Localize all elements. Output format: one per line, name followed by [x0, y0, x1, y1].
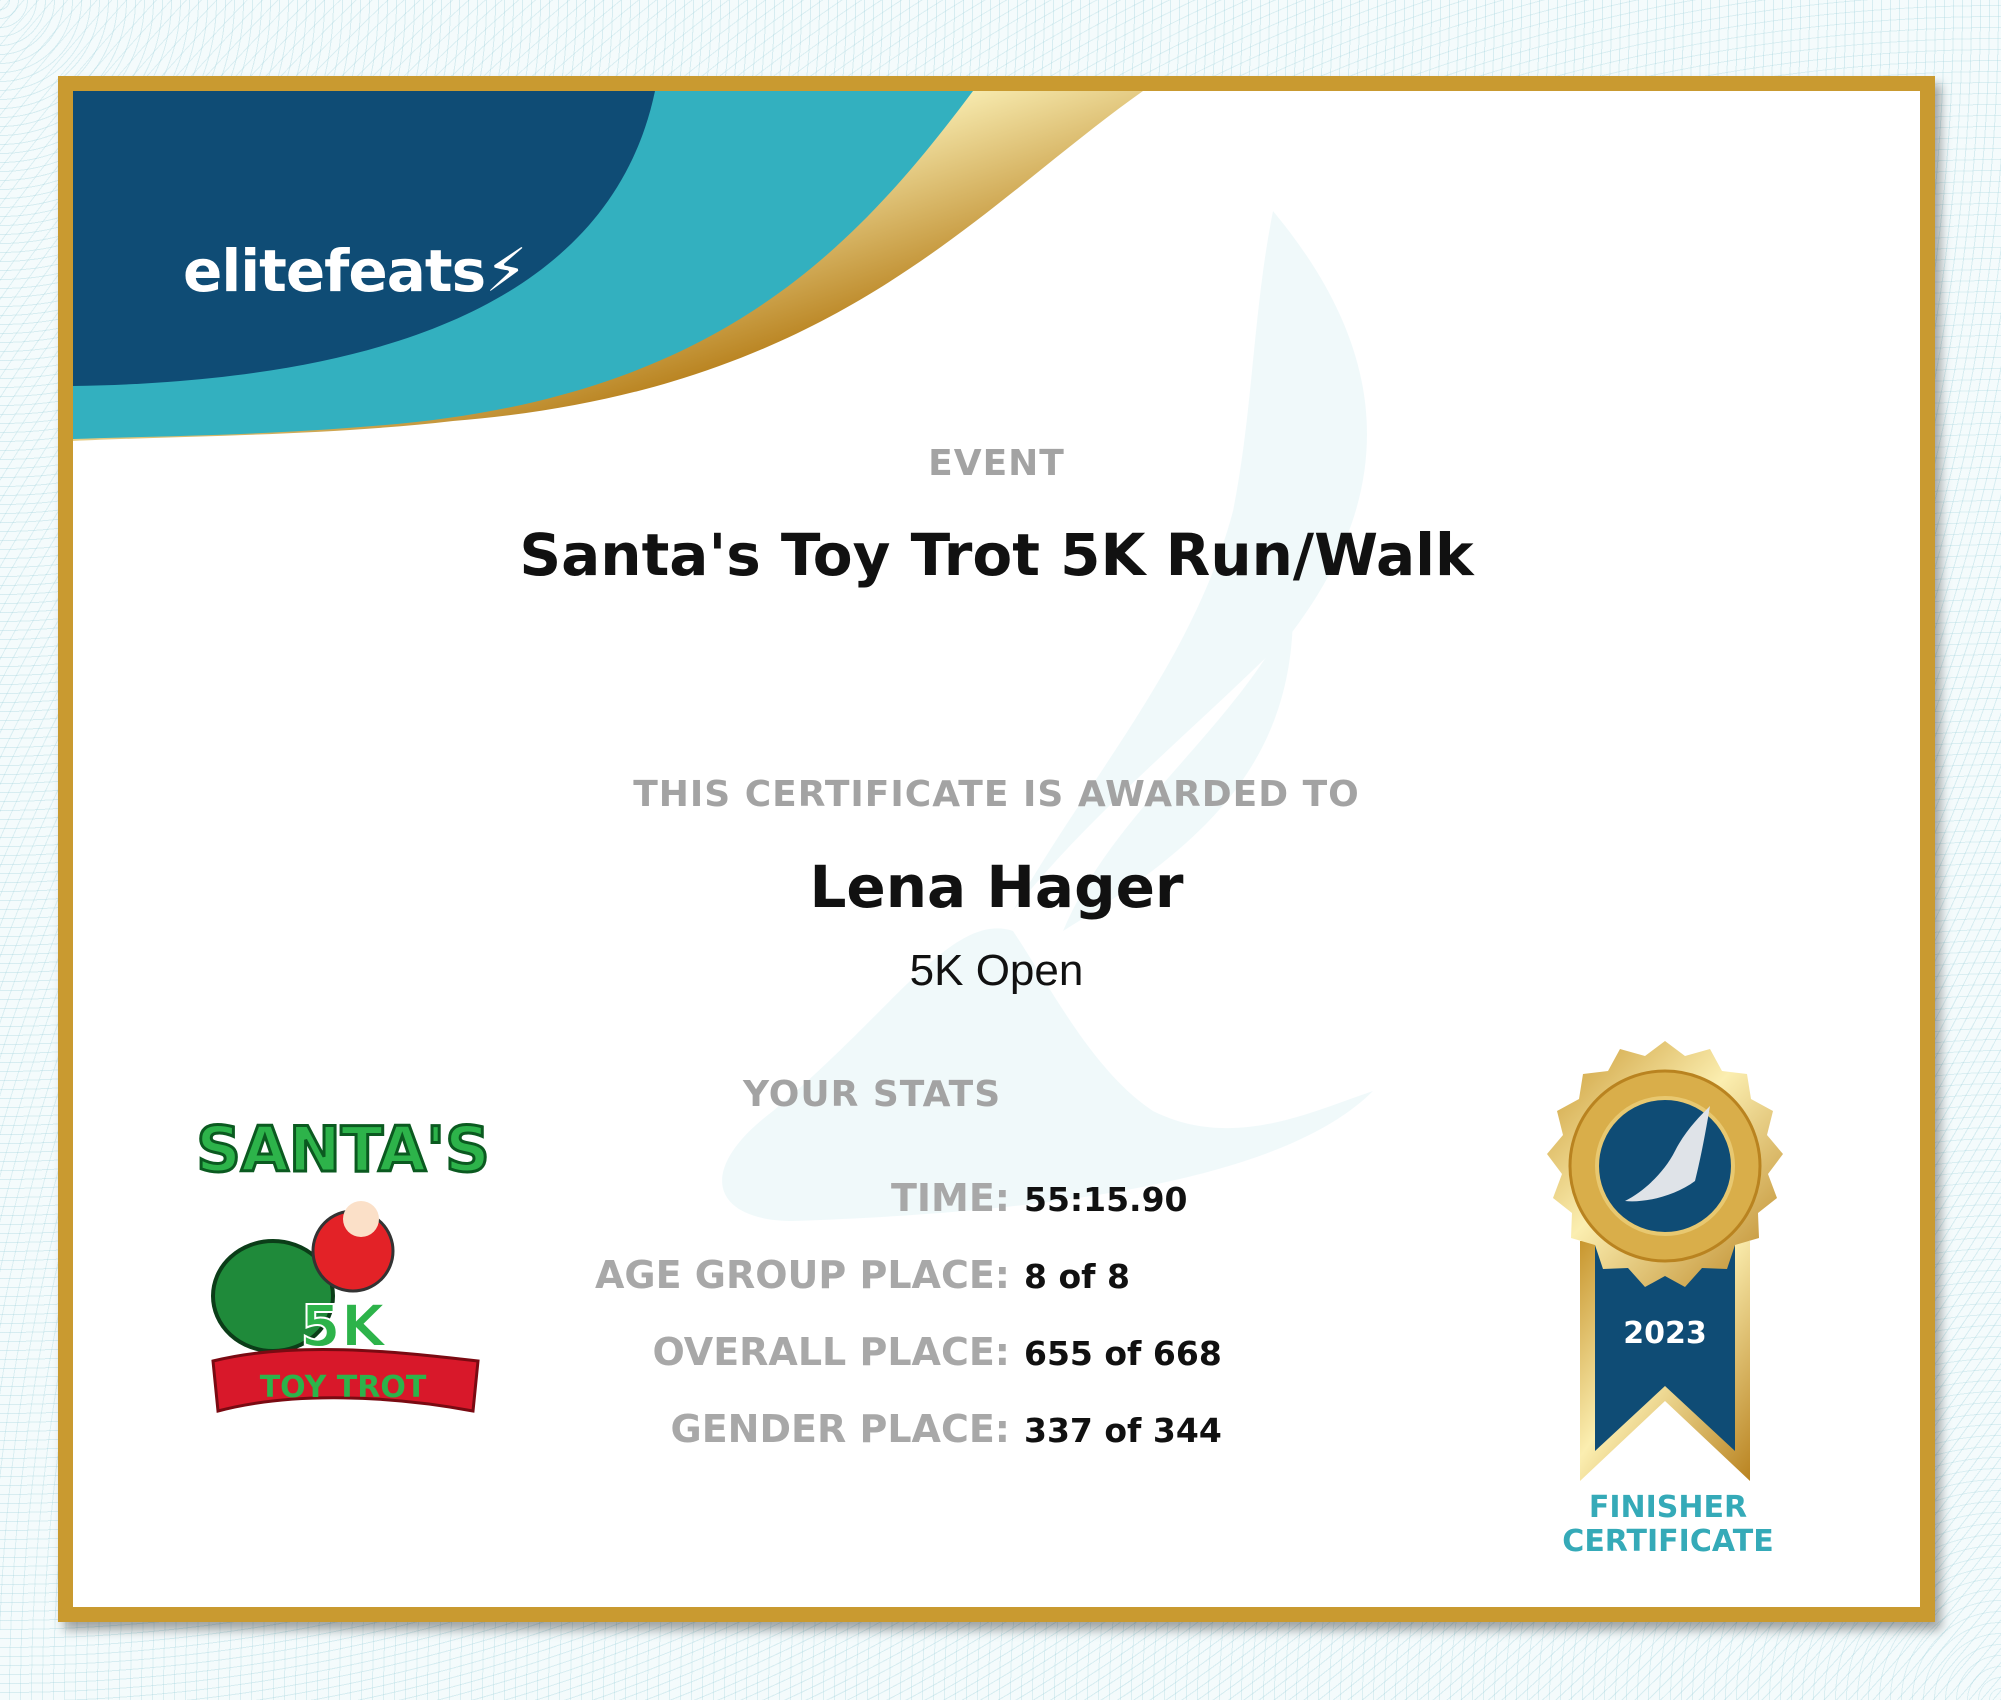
stats-label: YOUR STATS — [743, 1074, 1002, 1115]
stat-age-group-place: AGE GROUP PLACE: 8 of 8 — [73, 1253, 1130, 1297]
stat-label: GENDER PLACE: — [670, 1407, 1010, 1451]
finisher-certificate-label: FINISHER CERTIFICATE — [1453, 1491, 1883, 1559]
finisher-medal: 2023 — [1547, 1041, 1783, 1481]
svg-text:TOY TROT: TOY TROT — [260, 1370, 427, 1405]
participant-name: Lena Hager — [809, 853, 1184, 921]
stat-label: AGE GROUP PLACE: — [595, 1253, 1010, 1297]
stat-value: 8 of 8 — [1024, 1257, 1130, 1296]
certificate: elitefeats⚡ EVENT Santa's Toy Trot 5K Ru… — [58, 76, 1935, 1622]
header-swoosh — [73, 91, 1143, 441]
stat-label: OVERALL PLACE: — [652, 1330, 1011, 1374]
certificate-text: CERTIFICATE — [1562, 1524, 1774, 1559]
stat-value: 655 of 668 — [1024, 1334, 1222, 1373]
stat-overall-place: OVERALL PLACE: 655 of 668 — [73, 1330, 1222, 1374]
elitefeats-logo: elitefeats⚡ — [183, 236, 527, 306]
winged-foot-icon: ⚡ — [485, 236, 527, 306]
event-name: Santa's Toy Trot 5K Run/Walk — [519, 521, 1474, 589]
event-label: EVENT — [928, 443, 1065, 484]
finisher-text: FINISHER — [1588, 1490, 1748, 1525]
stat-value: 55:15.90 — [1024, 1180, 1188, 1219]
awarded-to-label: THIS CERTIFICATE IS AWARDED TO — [633, 774, 1360, 815]
stat-value: 337 of 344 — [1024, 1411, 1222, 1450]
winged-foot-icon — [1625, 1106, 1710, 1202]
santas-toy-trot-logo: SANTA'S 5K TOY TROT — [195, 1112, 491, 1413]
svg-text:SANTA'S: SANTA'S — [196, 1113, 490, 1186]
stat-label: TIME: — [890, 1176, 1010, 1220]
medal-year: 2023 — [1623, 1316, 1707, 1351]
stat-gender-place: GENDER PLACE: 337 of 344 — [73, 1407, 1222, 1451]
division: 5K Open — [909, 946, 1084, 995]
stat-time: TIME: 55:15.90 — [73, 1176, 1188, 1220]
winged-foot-watermark-icon — [722, 211, 1373, 1221]
